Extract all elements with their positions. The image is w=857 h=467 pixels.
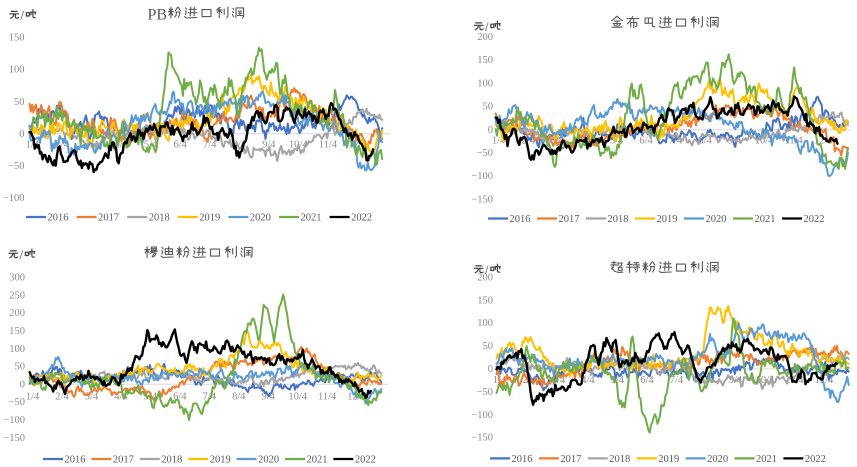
svg-text:2016: 2016 [65, 455, 86, 466]
svg-text:0: 0 [19, 129, 24, 140]
svg-text:11/4: 11/4 [319, 139, 338, 150]
svg-text:/: / [20, 248, 24, 262]
svg-text:2016: 2016 [48, 213, 69, 224]
svg-text:2016: 2016 [512, 454, 533, 465]
svg-text:2021: 2021 [756, 454, 777, 465]
svg-text:−50: −50 [477, 387, 493, 398]
svg-text:7/4: 7/4 [670, 375, 684, 386]
svg-text:5/4: 5/4 [611, 375, 625, 386]
svg-text:2018: 2018 [161, 455, 182, 466]
svg-text:1/4: 1/4 [492, 136, 506, 147]
svg-text:2022: 2022 [805, 454, 826, 465]
svg-text:0: 0 [20, 379, 25, 390]
svg-text:2018: 2018 [608, 214, 629, 225]
svg-text:6/4: 6/4 [173, 391, 187, 402]
svg-text:300: 300 [9, 273, 25, 284]
svg-text:−50: −50 [477, 148, 493, 159]
svg-text:2020: 2020 [250, 213, 271, 224]
svg-text:8/4: 8/4 [698, 136, 712, 147]
svg-text:4/4: 4/4 [114, 391, 128, 402]
svg-text:12/4: 12/4 [348, 139, 367, 150]
svg-text:−100: −100 [471, 171, 493, 182]
svg-text:−150: −150 [3, 433, 25, 444]
svg-text:10/4: 10/4 [288, 391, 307, 402]
svg-text:2020: 2020 [258, 455, 279, 466]
svg-text:2021: 2021 [755, 214, 776, 225]
svg-text:2/4: 2/4 [521, 136, 535, 147]
svg-text:10/4: 10/4 [755, 136, 774, 147]
svg-text:50: 50 [483, 102, 494, 113]
svg-text:7/4: 7/4 [669, 136, 683, 147]
svg-text:2017: 2017 [560, 454, 581, 465]
svg-text:4/4: 4/4 [114, 139, 128, 150]
svg-text:1/4: 1/4 [26, 139, 40, 150]
svg-text:2016: 2016 [510, 214, 531, 225]
svg-text:−150: −150 [471, 194, 493, 205]
svg-text:2022: 2022 [355, 455, 376, 466]
svg-text:6/4: 6/4 [640, 375, 654, 386]
svg-text:3/4: 3/4 [552, 375, 566, 386]
svg-text:2019: 2019 [657, 214, 678, 225]
svg-text:2022: 2022 [804, 214, 825, 225]
svg-text:6/4: 6/4 [173, 139, 187, 150]
svg-text:9/4: 9/4 [262, 139, 276, 150]
svg-text:−100: −100 [3, 415, 25, 426]
svg-text:100: 100 [9, 344, 25, 355]
svg-text:2019: 2019 [658, 454, 679, 465]
svg-text:8/4: 8/4 [232, 391, 246, 402]
svg-text:−100: −100 [3, 193, 25, 204]
svg-text:100: 100 [477, 78, 493, 89]
svg-text:/: / [21, 9, 25, 23]
svg-text:150: 150 [9, 326, 25, 337]
svg-text:2021: 2021 [301, 213, 322, 224]
svg-text:200: 200 [9, 308, 25, 319]
svg-text:2017: 2017 [98, 213, 119, 224]
svg-text:2019: 2019 [210, 455, 231, 466]
svg-text:2017: 2017 [113, 455, 134, 466]
svg-text:150: 150 [477, 295, 493, 306]
svg-text:9/4: 9/4 [728, 136, 742, 147]
svg-text:2/4: 2/4 [55, 139, 69, 150]
svg-text:1/4: 1/4 [26, 391, 40, 402]
svg-text:0: 0 [488, 364, 493, 375]
svg-text:2018: 2018 [149, 213, 170, 224]
svg-text:2018: 2018 [609, 454, 630, 465]
svg-text:3/4: 3/4 [85, 391, 99, 402]
svg-text:12/4: 12/4 [814, 136, 833, 147]
svg-text:50: 50 [14, 97, 25, 108]
svg-text:200: 200 [477, 272, 493, 283]
svg-text:200: 200 [477, 32, 493, 43]
svg-text:50: 50 [15, 362, 26, 373]
svg-text:6/4: 6/4 [639, 136, 653, 147]
svg-text:11/4: 11/4 [784, 136, 803, 147]
svg-text:12/4: 12/4 [815, 375, 834, 386]
svg-text:−50: −50 [8, 161, 24, 172]
svg-text:150: 150 [477, 55, 493, 66]
svg-text:150: 150 [9, 33, 25, 44]
svg-text:2022: 2022 [351, 213, 372, 224]
svg-text:3/4: 3/4 [551, 136, 565, 147]
svg-text:2021: 2021 [307, 455, 328, 466]
svg-text:2/4: 2/4 [55, 391, 69, 402]
svg-text:/: / [485, 20, 489, 34]
svg-text:2017: 2017 [559, 214, 580, 225]
svg-text:11/4: 11/4 [318, 391, 337, 402]
svg-text:2020: 2020 [707, 454, 728, 465]
svg-text:4/4: 4/4 [581, 375, 595, 386]
svg-text:−100: −100 [471, 410, 493, 421]
svg-text:/: / [485, 263, 489, 277]
svg-text:−150: −150 [471, 433, 493, 444]
svg-text:8/4: 8/4 [232, 139, 246, 150]
svg-text:100: 100 [477, 318, 493, 329]
svg-text:2020: 2020 [706, 214, 727, 225]
svg-text:PB: PB [148, 7, 168, 24]
svg-text:0: 0 [488, 125, 493, 136]
svg-text:2019: 2019 [199, 213, 220, 224]
svg-text:−50: −50 [9, 397, 25, 408]
svg-text:250: 250 [9, 290, 25, 301]
svg-text:7/4: 7/4 [203, 139, 217, 150]
svg-text:100: 100 [9, 65, 25, 76]
svg-text:50: 50 [483, 341, 494, 352]
